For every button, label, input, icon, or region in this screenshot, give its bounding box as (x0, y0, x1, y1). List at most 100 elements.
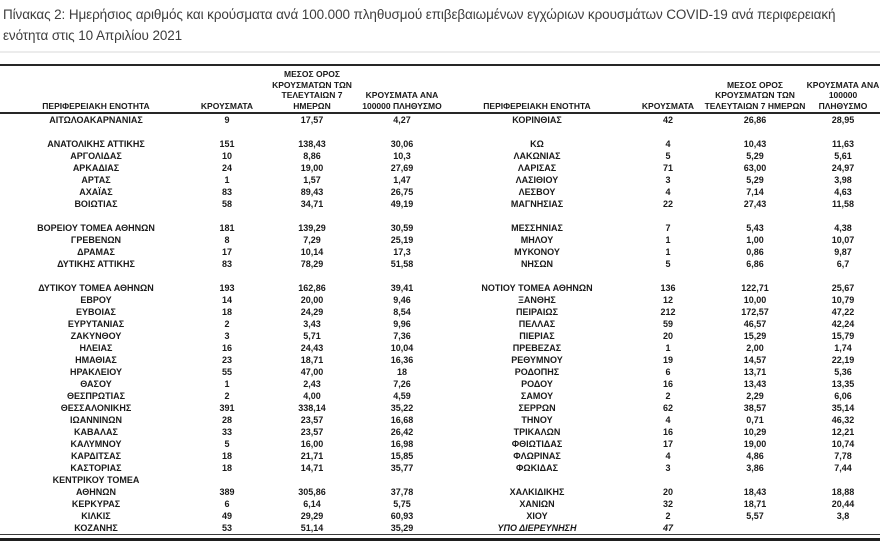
per100k-cell: 15,79 (831, 331, 855, 341)
avg7-cell: 78,29 (300, 259, 324, 269)
cases-cell: 5 (224, 439, 230, 449)
per100k-cell (806, 210, 880, 222)
avg7-cell: 19,00 (300, 163, 324, 173)
avg7-cell: 4,86 (746, 451, 764, 461)
avg7-cell (704, 474, 806, 486)
region-cell: ΘΕΣΠΡΩΤΙΑΣ (66, 391, 126, 401)
table-row (0, 270, 880, 282)
avg7-cell: 8,86 (303, 151, 321, 161)
table-row: ΕΥΒΟΙΑΣ 18 24,29 8,54 ΠΕΙΡΑΙΩΣ 212 172,57 47,22 (0, 306, 880, 318)
per100k-cell: 27,69 (390, 163, 414, 173)
table-row (0, 126, 880, 138)
per100k-cell: 35,14 (831, 403, 855, 413)
avg7-cell (704, 210, 806, 222)
region-cell: ΑΙΤΩΛΟΑΚΑΡΝΑΝΙΑΣ (49, 115, 143, 125)
avg7-cell: 6,86 (746, 259, 764, 269)
table-row (0, 210, 880, 222)
cases-cell: 3 (224, 331, 230, 341)
cases-cell: 33 (221, 427, 232, 437)
cases-cell: 5 (665, 151, 671, 161)
avg7-cell: 24,43 (300, 343, 324, 353)
avg7-cell (704, 126, 806, 138)
region-cell: ΕΒΡΟΥ (80, 295, 112, 305)
region-cell: ΗΛΕΙΑΣ (79, 343, 113, 353)
region-cell: ΒΟΙΩΤΙΑΣ (74, 199, 118, 209)
cases-cell: 5 (665, 259, 671, 269)
per100k-cell (806, 270, 880, 282)
region-cell (442, 210, 632, 222)
per100k-cell: 6,7 (836, 259, 850, 269)
per100k-cell: 35,77 (390, 463, 414, 473)
per100k-cell: 26,75 (390, 187, 414, 197)
table-row: ΘΑΣΟΥ 1 2,43 7,26 ΡΟΔΟΥ 16 13,43 13,35 (0, 378, 880, 390)
avg7-cell: 14,57 (743, 355, 767, 365)
cases-cell: 1 (665, 247, 671, 257)
cases-cell (192, 270, 262, 282)
cases-cell: 19 (662, 355, 673, 365)
avg7-cell: 34,71 (300, 199, 324, 209)
per100k-cell: 10,79 (831, 295, 855, 305)
cases-cell: 42 (662, 115, 673, 125)
avg7-cell: 51,14 (300, 523, 324, 533)
avg7-cell: 0,86 (746, 247, 764, 257)
region-cell: ΛΑΣΙΘΙΟΥ (515, 175, 559, 185)
per100k-cell: 46,32 (831, 415, 855, 425)
cases-cell: 28 (221, 415, 232, 425)
cases-cell: 49 (221, 511, 232, 521)
cases-cell: 55 (221, 367, 232, 377)
per100k-cell: 4,63 (834, 187, 852, 197)
table-row: ΔΥΤΙΚΗΣ ΑΤΤΙΚΗΣ 83 78,29 51,58 ΝΗΣΩΝ 5 6,86 6,7 (0, 258, 880, 270)
avg7-cell: 2,00 (746, 343, 764, 353)
cases-cell: 391 (219, 403, 235, 413)
table-row: ΖΑΚΥΝΘΟΥ 3 5,71 7,36 ΠΙΕΡΙΑΣ 20 15,29 15,79 (0, 330, 880, 342)
cases-cell: 83 (221, 259, 232, 269)
cases-cell: 136 (660, 283, 676, 293)
per100k-cell: 16,68 (390, 415, 414, 425)
region-cell: ΗΡΑΚΛΕΙΟΥ (69, 367, 123, 377)
region-cell: ΔΥΤΙΚΗΣ ΑΤΤΙΚΗΣ (57, 259, 135, 269)
avg7-cell: 5,29 (746, 175, 764, 185)
cases-cell: 18 (221, 451, 232, 461)
per100k-cell: 7,36 (393, 331, 411, 341)
per100k-cell: 10,74 (831, 439, 855, 449)
avg7-cell: 2,29 (746, 391, 764, 401)
avg7-cell (704, 522, 806, 535)
per100k-cell: 49,19 (390, 199, 414, 209)
avg7-cell: 46,57 (743, 319, 767, 329)
cases-cell (632, 270, 704, 282)
avg7-cell: 0,71 (746, 415, 764, 425)
per100k-cell: 4,38 (834, 223, 852, 233)
per100k-cell (362, 474, 442, 486)
table-row: ΘΕΣΣΑΛΟΝΙΚΗΣ 391 338,14 35,22 ΣΕΡΡΩΝ 62 38,57 3… (0, 402, 880, 414)
cases-cell: 2 (665, 511, 671, 521)
region-cell: ΖΑΚΥΝΘΟΥ (70, 331, 122, 341)
region-cell: ΝΗΣΩΝ (520, 259, 554, 269)
per100k-cell: 9,96 (393, 319, 411, 329)
cases-cell: 2 (665, 391, 671, 401)
cases-cell (632, 474, 704, 486)
table-row: ΑΡΚΑΔΙΑΣ 24 19,00 27,69 ΛΑΡΙΣΑΣ 71 63,00 24,97 (0, 162, 880, 174)
per100k-cell: 22,19 (831, 355, 855, 365)
cases-cell: 1 (665, 235, 671, 245)
region-cell: ΓΡΕΒΕΝΩΝ (70, 235, 122, 245)
cases-cell: 4 (665, 415, 671, 425)
cases-cell: 10 (221, 151, 232, 161)
avg7-cell: 23,57 (300, 427, 324, 437)
col-header-per100k-right: ΚΡΟΥΣΜΑΤΑ ΑΝΑ 100000 ΠΛΗΘΥΣΜΟ (806, 65, 880, 114)
cases-cell: 7 (665, 223, 671, 233)
per100k-cell: 8,54 (393, 307, 411, 317)
table-bottom-rule (0, 538, 880, 541)
avg7-cell: 27,43 (743, 199, 767, 209)
table-row: ΚΑΛΥΜΝΟΥ 5 16,00 16,98 ΦΘΙΩΤΙΔΑΣ 17 19,00 10,74 (0, 438, 880, 450)
cases-cell: 23 (221, 355, 232, 365)
region-cell: ΛΕΣΒΟΥ (518, 187, 556, 197)
region-cell: ΛΑΡΙΣΑΣ (517, 163, 557, 173)
cases-cell (192, 126, 262, 138)
cases-cell: 4 (665, 139, 671, 149)
region-cell: ΦΘΙΩΤΙΔΑΣ (511, 439, 563, 449)
table-row: ΘΕΣΠΡΩΤΙΑΣ 2 4,00 4,59 ΣΑΜΟΥ 2 2,29 6,06 (0, 390, 880, 402)
table-row: ΑΡΓΟΛΙΔΑΣ 10 8,86 10,3 ΛΑΚΩΝΙΑΣ 5 5,29 5,61 (0, 150, 880, 162)
per100k-cell: 18,88 (831, 487, 855, 497)
region-cell: ΑΡΚΑΔΙΑΣ (72, 163, 120, 173)
